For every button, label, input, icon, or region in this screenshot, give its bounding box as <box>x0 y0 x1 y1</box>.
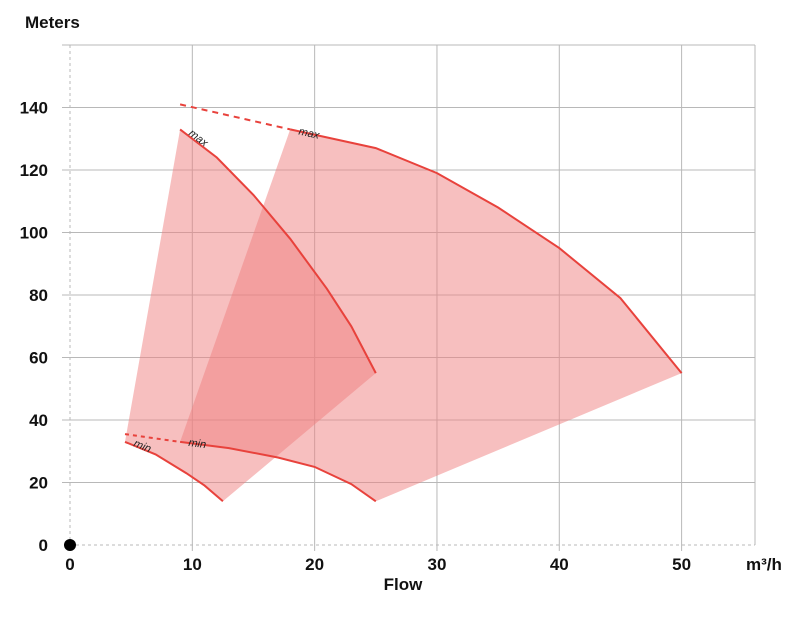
x-tick-label: 40 <box>550 555 569 574</box>
y-tick-label: 80 <box>29 286 48 305</box>
x-tick-label: 20 <box>305 555 324 574</box>
y-tick-label: 40 <box>29 411 48 430</box>
region-1-min-dashed <box>124 433 181 443</box>
y-tick-label: 20 <box>29 474 48 493</box>
region-2-max-label: max <box>298 126 321 142</box>
region-1-max-curve <box>179 128 377 374</box>
x-axis-title: Flow <box>384 575 423 594</box>
x-axis-unit: m³/h <box>746 555 782 574</box>
y-tick-label: 100 <box>20 224 48 243</box>
origin-marker <box>64 539 76 551</box>
y-axis-ticks: 0 20 40 60 80 100 120 140 <box>20 99 48 556</box>
region-1-max-dashed <box>179 103 291 131</box>
x-tick-label: 0 <box>65 555 74 574</box>
y-tick-label: 0 <box>39 536 48 555</box>
x-axis-ticks: 0 10 20 30 40 50 <box>65 555 691 574</box>
x-tick-label: 10 <box>183 555 202 574</box>
y-axis-title: Meters <box>25 13 80 32</box>
x-tick-label: 50 <box>672 555 691 574</box>
region-2-min-curve <box>179 440 377 503</box>
region-2-area <box>180 129 682 502</box>
region-2-max-curve <box>289 128 683 374</box>
y-tick-label: 60 <box>29 349 48 368</box>
y-tick-label: 140 <box>20 99 48 118</box>
region-1-min-curve <box>124 440 224 503</box>
y-tick-label: 120 <box>20 161 48 180</box>
x-tick-label: 30 <box>428 555 447 574</box>
region-2-min-label: min <box>188 437 207 451</box>
